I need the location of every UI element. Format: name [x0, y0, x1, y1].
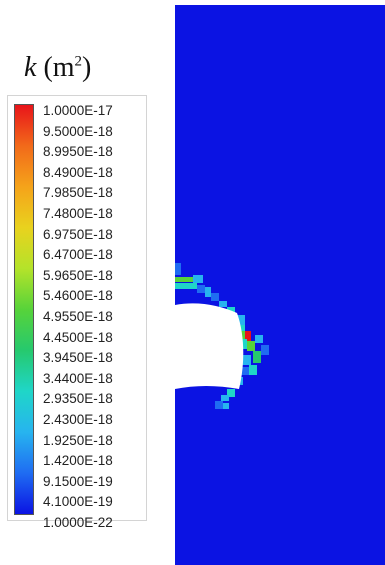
- permeability-cell: [235, 315, 245, 325]
- permeability-cell: [249, 365, 257, 375]
- legend-label-14: 3.4400E-18: [43, 370, 113, 386]
- legend-title-unit-open: (m: [43, 52, 75, 83]
- legend-label-17: 1.9250E-18: [43, 432, 113, 448]
- legend-label-1: 1.0000E-17: [43, 103, 113, 118]
- excavation-opening: [175, 303, 244, 389]
- permeability-cell: [255, 335, 263, 343]
- legend-label-16: 2.4300E-18: [43, 411, 113, 427]
- legend-label-11: 4.9550E-18: [43, 308, 113, 324]
- legend-label-8: 6.4700E-18: [43, 247, 113, 263]
- domain-background: [175, 5, 385, 565]
- legend-label-18: 1.4200E-18: [43, 453, 113, 469]
- permeability-cell: [193, 275, 203, 283]
- permeability-cell: [223, 403, 229, 409]
- legend-title-symbol: k: [24, 52, 37, 83]
- legend-label-5: 7.9850E-18: [43, 185, 113, 201]
- legend-label-3: 8.9950E-18: [43, 144, 113, 160]
- legend-label-10: 5.4600E-18: [43, 288, 113, 304]
- permeability-cell: [239, 339, 247, 349]
- permeability-cell: [221, 395, 229, 401]
- permeability-cell: [241, 355, 251, 365]
- permeability-cell: [261, 345, 269, 355]
- permeability-cell: [175, 263, 181, 275]
- legend-label-20: 4.1000E-19: [43, 494, 113, 510]
- permeability-cell: [197, 285, 205, 293]
- legend-label-21: 1.0000E-22: [43, 514, 113, 530]
- legend-title: k (m2): [24, 52, 134, 86]
- legend-label-13: 3.9450E-18: [43, 350, 113, 366]
- legend-label-15: 2.9350E-18: [43, 391, 113, 407]
- permeability-cell: [241, 367, 249, 375]
- legend-label-9: 5.9650E-18: [43, 267, 113, 283]
- permeability-cell: [215, 401, 223, 409]
- permeability-cell: [227, 389, 235, 397]
- legend-label-4: 8.4900E-18: [43, 164, 113, 180]
- permeability-cell: [211, 293, 219, 301]
- color-scale-bar: [14, 104, 34, 515]
- permeability-cell: [247, 341, 255, 351]
- permeability-cell: [205, 287, 211, 297]
- legend-label-6: 7.4800E-18: [43, 205, 113, 221]
- permeability-contour-plot: [175, 5, 385, 565]
- permeability-cell: [245, 331, 251, 343]
- legend-label-12: 4.4500E-18: [43, 329, 113, 345]
- legend-label-7: 6.9750E-18: [43, 226, 113, 242]
- legend-label-19: 9.1500E-19: [43, 473, 113, 489]
- legend-labels: 1.0000E-17 9.5000E-18 8.9950E-18 8.4900E…: [43, 101, 145, 533]
- permeability-cell: [175, 283, 197, 289]
- permeability-cell: [219, 301, 227, 307]
- legend-title-unit-close: ): [82, 52, 92, 83]
- permeability-cell: [175, 277, 193, 282]
- legend-label-2: 9.5000E-18: [43, 123, 113, 139]
- legend-title-unit-exponent: 2: [74, 53, 83, 70]
- permeability-cell: [253, 351, 261, 363]
